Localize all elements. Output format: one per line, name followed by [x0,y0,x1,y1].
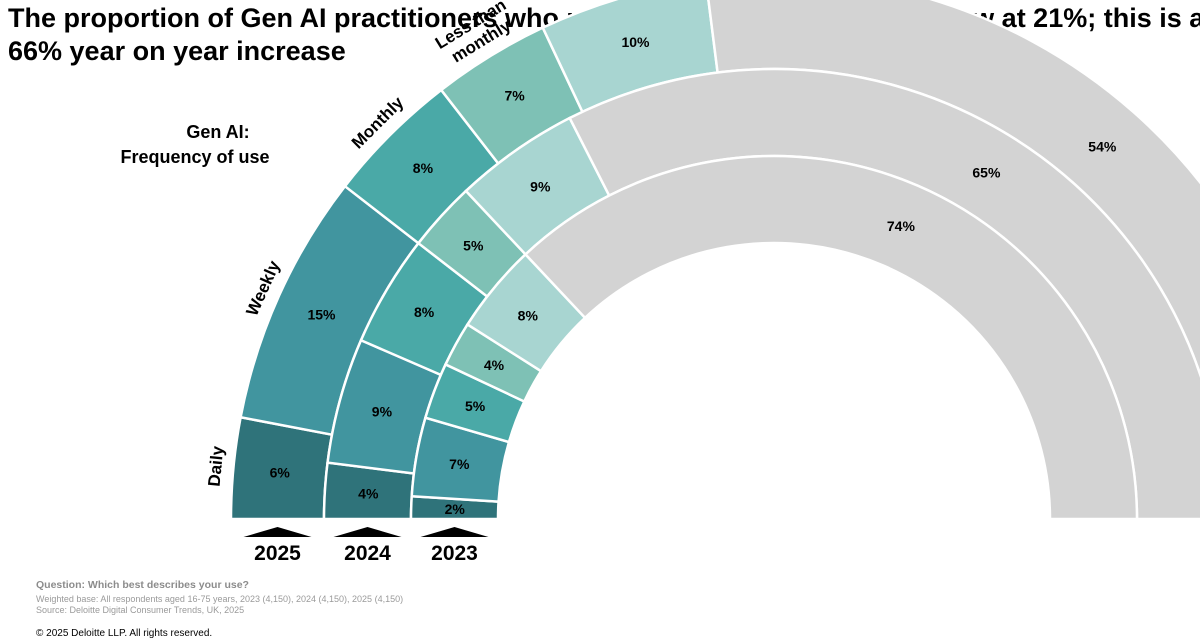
value-label-2025-0: 6% [270,464,291,480]
segment-2023-not-used-gen-ai [523,154,1139,521]
year-marker-2025 [243,527,312,537]
chart-title-line-2: Frequency of use [120,147,269,167]
category-label-daily: Daily [205,445,228,488]
value-labels: 6% 15% 8% 7% 10% 54% 4% 9% 8% 5% 9% 65% 2% 7% 5% 4% 8% 74… [270,34,1117,517]
value-label-2023-2: 5% [465,398,486,414]
value-label-2023-4: 8% [518,307,539,323]
value-label-2025-4: 10% [621,34,650,50]
category-label-line: Daily [205,445,228,488]
year-marker-2023 [420,527,489,537]
value-label-2023-3: 4% [484,357,505,373]
value-label-2024-2: 8% [414,304,435,320]
value-label-2023-5: 74% [887,218,916,234]
value-label-2025-5: 54% [1088,139,1117,155]
year-label-2023: 2023 [431,542,478,565]
value-label-2025-1: 15% [307,307,336,323]
year-marker-2024 [333,527,402,537]
year-label-2025: 2025 [254,542,301,565]
title-line-2: 66% year on year increase [8,36,346,66]
footer-copyright: © 2025 Deloitte LLP. All rights reserved… [36,628,213,639]
value-label-2025-2: 8% [413,160,434,176]
year-axis: 2025 2024 2023 [243,527,489,565]
value-label-2024-1: 9% [372,404,393,420]
value-label-2024-3: 5% [463,237,484,253]
value-label-2024-5: 65% [972,164,1001,180]
donut-segments [229,0,1200,521]
footer-question: Question: Which best describes your use? [36,579,249,591]
value-label-2024-4: 9% [530,178,551,194]
footer-base: Weighted base: All respondents aged 16-7… [36,594,404,604]
footer-source: Source: Deloitte Digital Consumer Trends… [36,605,245,615]
value-label-2023-1: 7% [449,456,470,472]
value-label-2024-0: 4% [358,486,379,502]
value-label-2025-3: 7% [504,88,525,104]
value-label-2023-0: 2% [445,501,466,517]
year-label-2024: 2024 [344,542,391,565]
chart-title-line-1: Gen AI: [186,122,249,142]
